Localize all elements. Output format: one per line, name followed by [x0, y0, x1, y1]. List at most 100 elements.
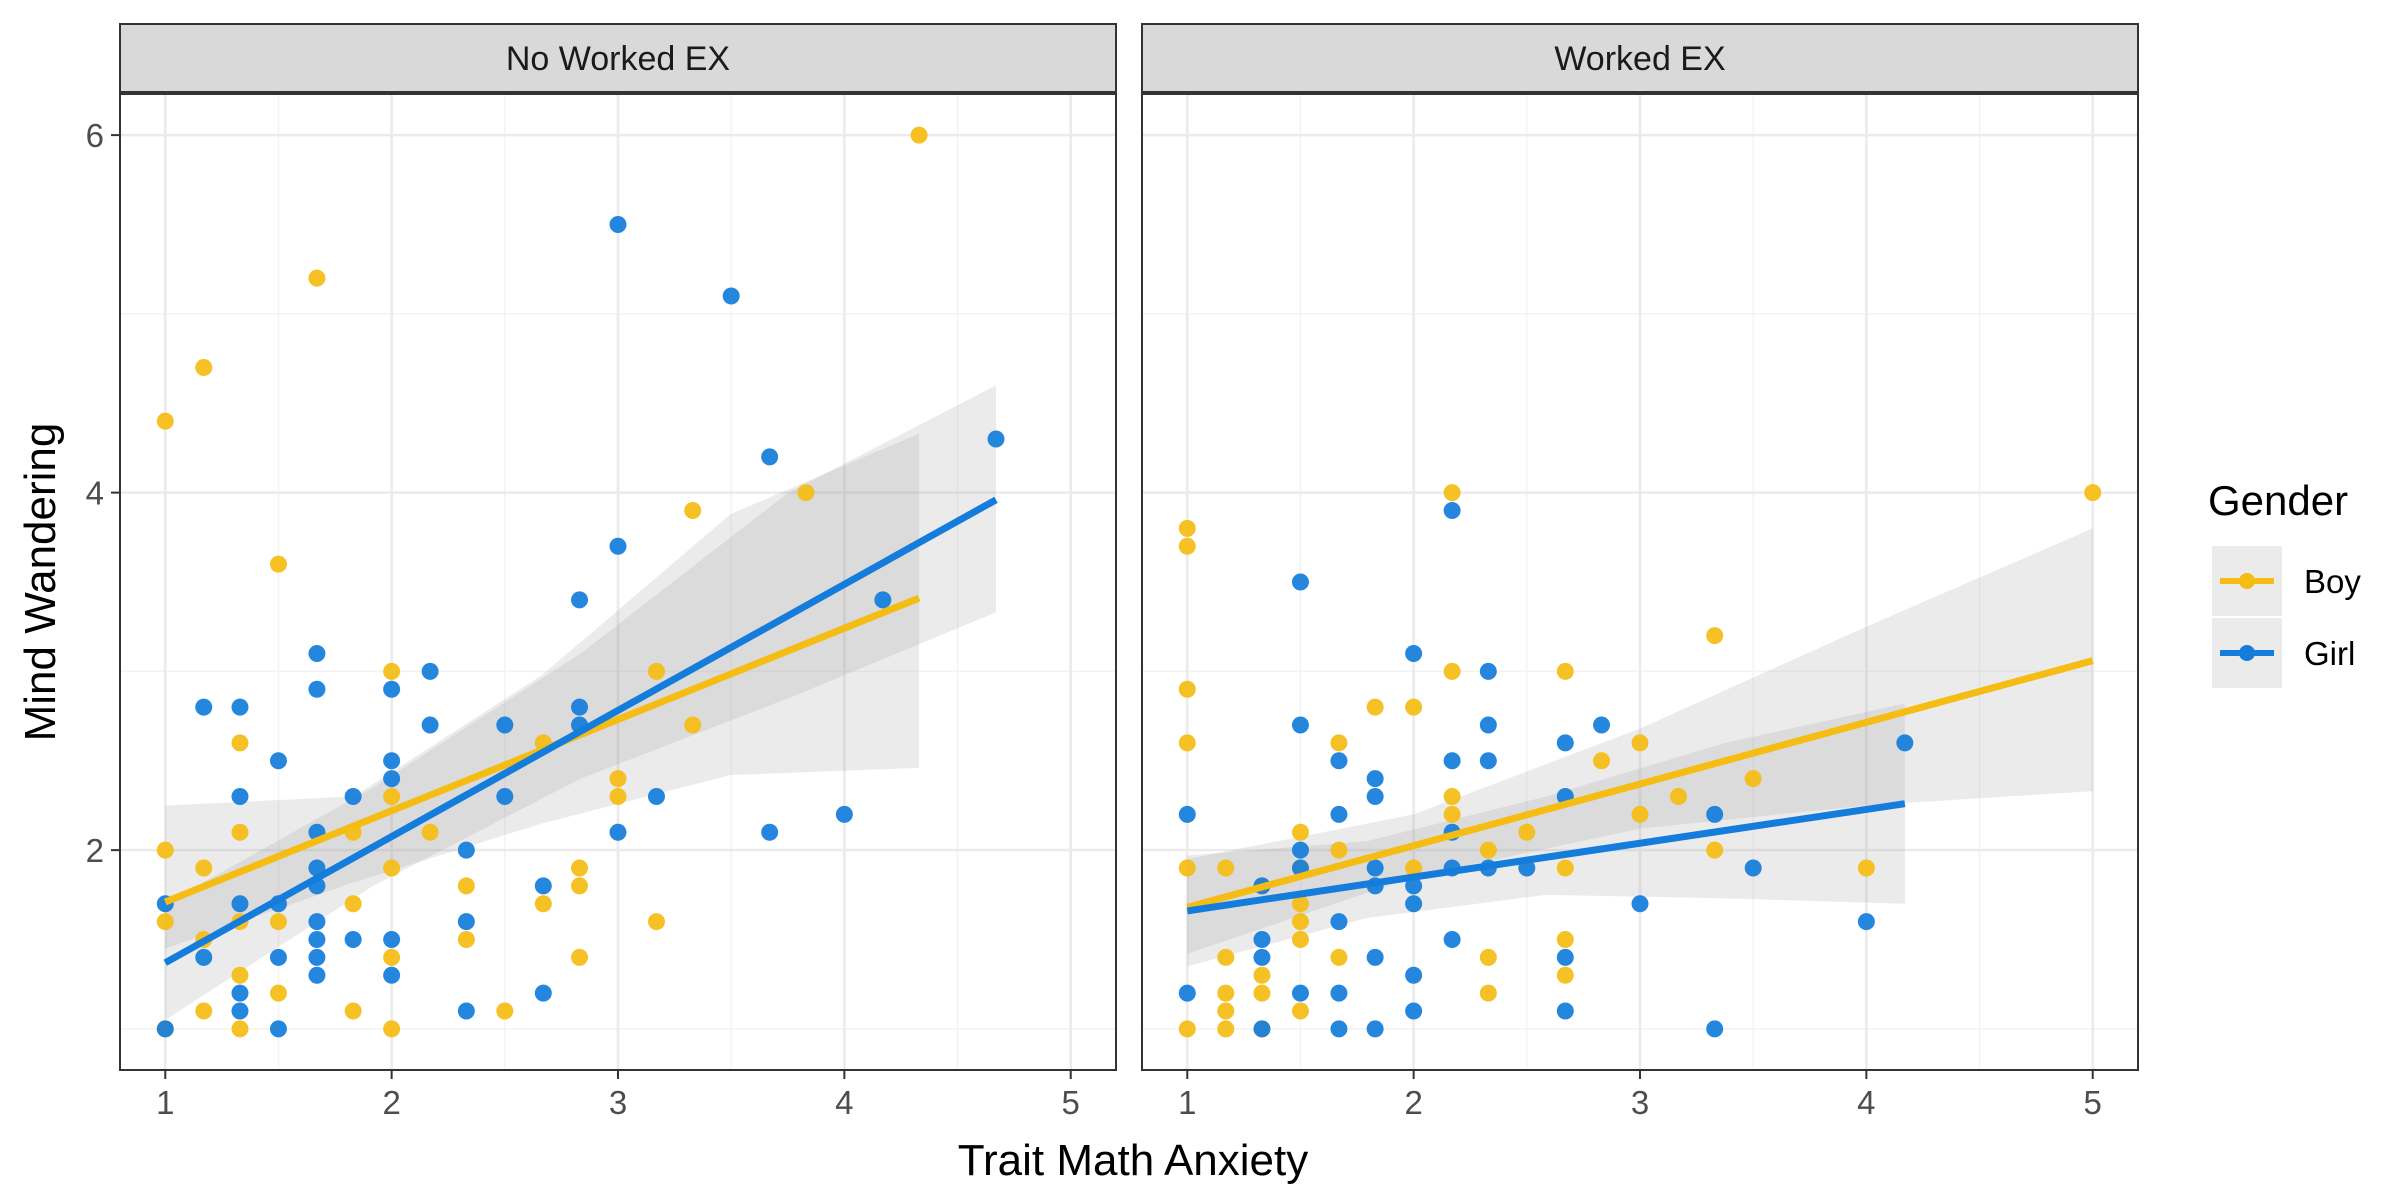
data-point-boy — [1253, 984, 1271, 1002]
data-point-boy — [231, 966, 249, 984]
data-point-boy — [156, 913, 174, 931]
data-point-girl — [195, 698, 213, 716]
x-tick-label: 4 — [1857, 1084, 1875, 1121]
data-point-girl — [987, 430, 1005, 448]
data-point-girl — [457, 913, 475, 931]
data-point-boy — [609, 788, 627, 806]
data-point-girl — [761, 448, 779, 466]
data-point-boy — [156, 412, 174, 430]
data-point-boy — [156, 841, 174, 859]
facet-strip-label: Worked EX — [1554, 40, 1725, 78]
data-point-boy — [269, 913, 287, 931]
data-point-boy — [797, 484, 815, 502]
data-point-girl — [1405, 895, 1423, 913]
data-point-boy — [1178, 734, 1196, 752]
legend: Gender Boy Girl — [2208, 477, 2361, 688]
points-girl — [156, 215, 1005, 1038]
data-point-girl — [1330, 913, 1348, 931]
data-point-boy — [1405, 859, 1423, 877]
data-point-girl — [534, 877, 552, 895]
data-point-girl — [1366, 948, 1384, 966]
x-tick-label: 2 — [382, 1084, 400, 1121]
data-point-boy — [1556, 859, 1574, 877]
data-point-girl — [1744, 859, 1762, 877]
x-tick-label: 5 — [1062, 1084, 1080, 1121]
data-point-girl — [1366, 859, 1384, 877]
legend-label-boy: Boy — [2304, 563, 2361, 600]
data-point-girl — [1178, 805, 1196, 823]
data-point-boy — [1631, 805, 1649, 823]
data-point-boy — [1744, 770, 1762, 788]
points-boy — [1178, 484, 2102, 1038]
panel-2: Worked EX 1 2 3 4 5 — [1141, 23, 2139, 1121]
confidence-band-boy — [165, 433, 920, 949]
regression-line-girl — [163, 496, 998, 966]
data-point-girl — [1330, 1020, 1348, 1038]
data-point-girl — [1706, 1020, 1724, 1038]
data-point-girl — [421, 716, 439, 734]
data-point-girl — [308, 948, 326, 966]
data-point-boy — [1518, 823, 1536, 841]
data-point-boy — [195, 859, 213, 877]
data-point-boy — [1443, 484, 1461, 502]
data-point-girl — [1253, 1020, 1271, 1038]
data-point-boy — [1857, 859, 1875, 877]
data-point-boy — [1178, 519, 1196, 537]
data-point-boy — [1330, 734, 1348, 752]
data-point-boy — [1366, 698, 1384, 716]
data-point-boy — [383, 948, 401, 966]
data-point-girl — [231, 1002, 249, 1020]
data-point-girl — [571, 698, 589, 716]
points-girl — [1178, 501, 1914, 1038]
data-point-boy — [1178, 859, 1196, 877]
data-point-girl — [383, 680, 401, 698]
data-point-girl — [1896, 734, 1914, 752]
data-point-boy — [571, 859, 589, 877]
legend-label-girl: Girl — [2304, 635, 2355, 672]
regression-line-boy — [1186, 657, 2094, 911]
data-point-boy — [647, 662, 665, 680]
data-point-girl — [1556, 734, 1574, 752]
data-point-boy — [1556, 662, 1574, 680]
data-point-boy — [1479, 948, 1497, 966]
data-point-boy — [1443, 805, 1461, 823]
data-point-girl — [496, 716, 514, 734]
data-point-boy — [647, 913, 665, 931]
data-point-girl — [1479, 662, 1497, 680]
data-point-girl — [1556, 1002, 1574, 1020]
data-point-boy — [1706, 841, 1724, 859]
data-point-boy — [231, 734, 249, 752]
x-tick-label: 3 — [609, 1084, 627, 1121]
data-point-boy — [383, 859, 401, 877]
legend-key-boy-dot — [2239, 573, 2255, 589]
data-point-boy — [1217, 1020, 1235, 1038]
data-point-boy — [1291, 823, 1309, 841]
data-point-boy — [1253, 966, 1271, 984]
data-point-girl — [1291, 716, 1309, 734]
data-point-girl — [1479, 752, 1497, 770]
y-tick-label: 2 — [86, 832, 104, 869]
data-point-girl — [269, 1020, 287, 1038]
data-point-boy — [1291, 1002, 1309, 1020]
data-point-girl — [1178, 984, 1196, 1002]
data-point-boy — [1443, 788, 1461, 806]
data-point-girl — [344, 788, 362, 806]
data-point-girl — [308, 645, 326, 663]
data-point-boy — [1291, 931, 1309, 949]
data-point-boy — [1178, 1020, 1196, 1038]
x-tick-label: 5 — [2084, 1084, 2102, 1121]
data-point-girl — [761, 823, 779, 841]
data-point-girl — [195, 948, 213, 966]
data-point-girl — [1330, 984, 1348, 1002]
data-point-boy — [195, 358, 213, 376]
data-point-boy — [571, 948, 589, 966]
data-point-girl — [1405, 645, 1423, 663]
data-point-girl — [647, 788, 665, 806]
legend-title: Gender — [2208, 477, 2348, 524]
data-point-girl — [383, 966, 401, 984]
data-point-boy — [344, 895, 362, 913]
data-point-girl — [1291, 984, 1309, 1002]
data-point-girl — [344, 931, 362, 949]
facet-strip — [119, 23, 1117, 93]
